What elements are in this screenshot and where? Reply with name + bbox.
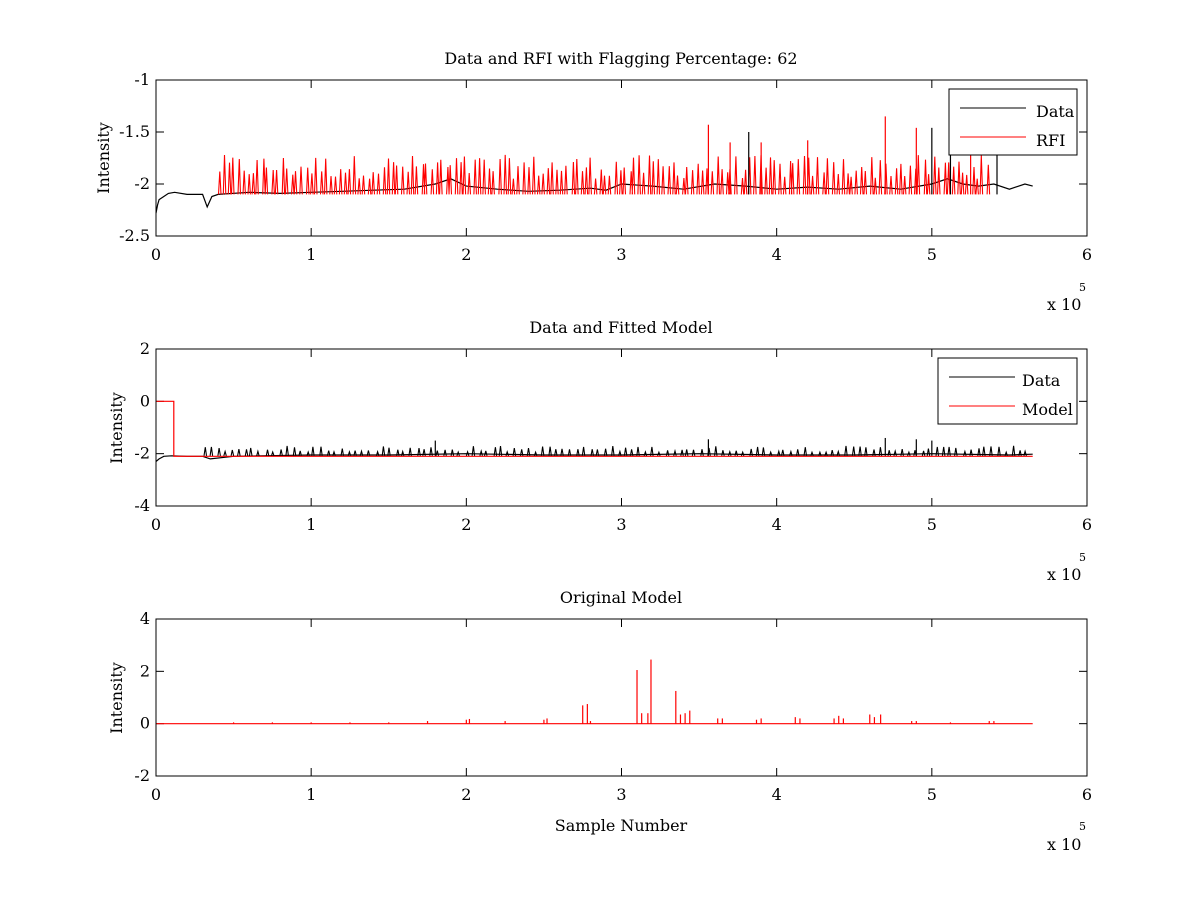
x-tick-label: 3 bbox=[616, 785, 626, 804]
x-tick-label: 1 bbox=[306, 785, 316, 804]
x-axis-multiplier: x 10 5 bbox=[1047, 551, 1086, 584]
y-tick-label: -1.5 bbox=[119, 122, 150, 141]
legend: Data Model bbox=[937, 357, 1078, 425]
panel-rfi: Data and RFI with Flagging Percentage: 6… bbox=[94, 49, 1092, 314]
multiplier-prefix: x 10 bbox=[1047, 565, 1081, 584]
y-axis-label: Intensity bbox=[94, 122, 113, 194]
x-tick-label: 1 bbox=[306, 245, 316, 264]
panel-title: Data and Fitted Model bbox=[529, 318, 712, 337]
legend: Data RFI bbox=[948, 88, 1078, 156]
multiplier-prefix: x 10 bbox=[1047, 295, 1081, 314]
y-tick-label: 2 bbox=[140, 661, 150, 680]
legend-box bbox=[937, 357, 1078, 425]
legend-label-rfi: RFI bbox=[1036, 131, 1065, 150]
legend-box bbox=[948, 88, 1078, 156]
x-tick-label: 3 bbox=[616, 245, 626, 264]
x-tick-label: 6 bbox=[1082, 785, 1092, 804]
y-tick-label: -2 bbox=[134, 444, 150, 463]
series-line-model bbox=[156, 400, 1033, 457]
x-tick-label: 2 bbox=[461, 515, 471, 534]
x-axis-label: Sample Number bbox=[555, 816, 688, 835]
y-tick-label: -2.5 bbox=[119, 226, 150, 245]
x-tick-label: 4 bbox=[772, 785, 782, 804]
panel-title: Data and RFI with Flagging Percentage: 6… bbox=[444, 49, 797, 68]
y-tick-label: 0 bbox=[140, 391, 150, 410]
plot-lines bbox=[155, 400, 1033, 462]
y-tick-label: 0 bbox=[140, 714, 150, 733]
x-tick-label: 5 bbox=[927, 785, 937, 804]
x-axis-multiplier: x 10 5 bbox=[1047, 820, 1086, 854]
legend-label-model: Model bbox=[1022, 400, 1073, 419]
plot-lines bbox=[156, 659, 1033, 725]
y-tick-label: -2 bbox=[134, 766, 150, 785]
y-axis-label: Intensity bbox=[107, 392, 126, 464]
y-axis-label: Intensity bbox=[107, 662, 126, 734]
x-tick-label: 2 bbox=[461, 785, 471, 804]
y-tick-label: 4 bbox=[140, 609, 150, 628]
x-tick-label: 0 bbox=[151, 515, 161, 534]
axes-frame bbox=[155, 348, 1088, 507]
axis-ticks: 0 1 2 3 4 5 6 -4 -2 0 2 bbox=[134, 339, 1092, 534]
multiplier-exponent: 5 bbox=[1079, 551, 1086, 564]
x-tick-label: 5 bbox=[927, 245, 937, 264]
x-tick-label: 2 bbox=[461, 245, 471, 264]
multiplier-prefix: x 10 bbox=[1047, 835, 1081, 854]
spike-train bbox=[203, 445, 1027, 456]
legend-label-data: Data bbox=[1036, 102, 1075, 121]
x-tick-label: 3 bbox=[616, 515, 626, 534]
x-tick-label: 4 bbox=[772, 245, 782, 264]
x-tick-label: 6 bbox=[1082, 515, 1092, 534]
x-tick-label: 5 bbox=[927, 515, 937, 534]
plot-lines bbox=[155, 116, 1033, 214]
multiplier-exponent: 5 bbox=[1079, 281, 1086, 294]
panel-original-model: Original Model Intensity Sample Number x… bbox=[107, 588, 1092, 854]
x-tick-label: 1 bbox=[306, 515, 316, 534]
panel-fitted-model: Data and Fitted Model Intensity x 10 5 0… bbox=[107, 318, 1092, 584]
x-tick-label: 0 bbox=[151, 785, 161, 804]
x-tick-label: 4 bbox=[772, 515, 782, 534]
x-tick-label: 0 bbox=[151, 245, 161, 264]
y-tick-label: -2 bbox=[134, 174, 150, 193]
y-tick-label: -1 bbox=[134, 70, 150, 89]
multiplier-exponent: 5 bbox=[1079, 820, 1086, 833]
axes-frame bbox=[155, 79, 1088, 237]
axes-frame bbox=[155, 618, 1088, 777]
x-axis-multiplier: x 10 5 bbox=[1047, 281, 1086, 314]
y-tick-label: 2 bbox=[140, 339, 150, 358]
x-tick-label: 6 bbox=[1082, 245, 1092, 264]
legend-label-data: Data bbox=[1022, 371, 1061, 390]
panel-title: Original Model bbox=[560, 588, 682, 607]
y-tick-label: -4 bbox=[134, 496, 150, 515]
